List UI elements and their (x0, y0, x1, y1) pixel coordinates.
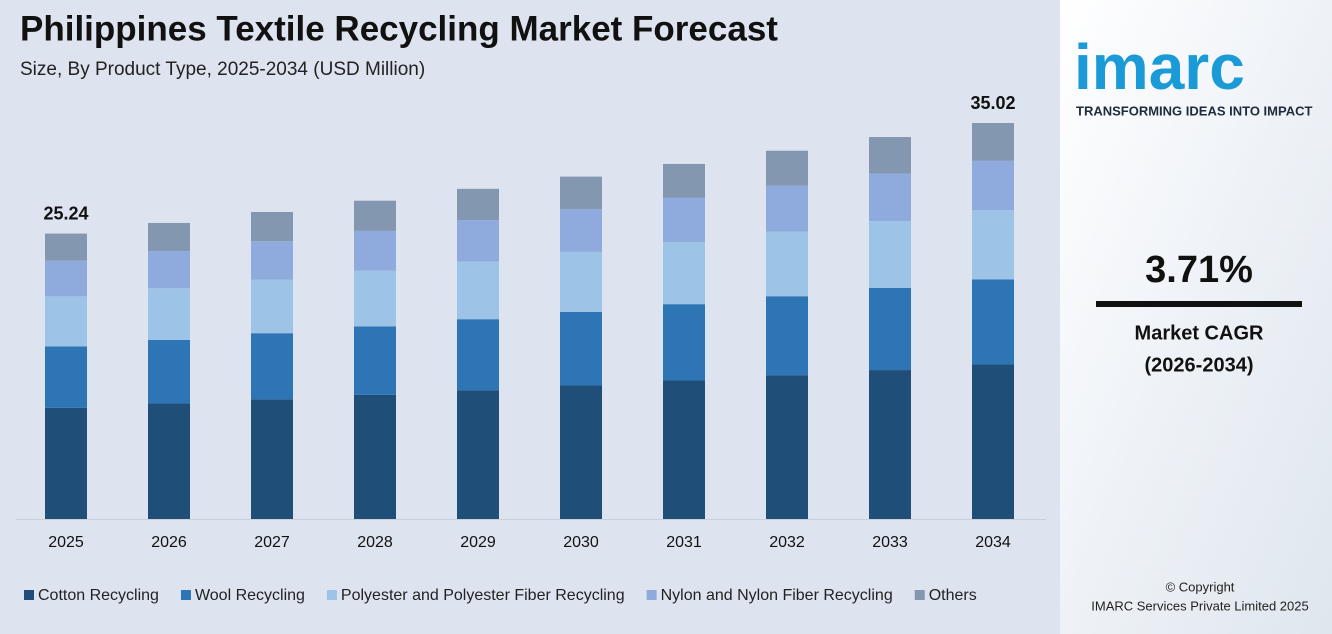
bar-segment (766, 296, 808, 376)
bar-segment (251, 279, 293, 334)
legend-swatch (180, 590, 191, 600)
bar-segment (869, 370, 911, 519)
bar-segment (354, 326, 396, 395)
legend-label: Polyester and Polyester Fiber Recycling (341, 587, 625, 604)
bar-segment (148, 222, 190, 252)
bar-segment (560, 176, 602, 210)
cagr-label: Market CAGR (1135, 322, 1264, 344)
bar-segment (663, 380, 705, 519)
bar-segment (251, 399, 293, 519)
bar-segment (869, 221, 911, 288)
bar-segment (869, 287, 911, 371)
bar-segment (663, 197, 705, 242)
bar-segment (457, 261, 499, 320)
bar-segment (766, 375, 808, 519)
bar-segment (354, 230, 396, 271)
x-tick-label: 2029 (460, 534, 496, 551)
bar-segment (45, 233, 87, 261)
total-label: 25.24 (43, 203, 88, 223)
bar-segment (148, 339, 190, 404)
bar-segment (457, 390, 499, 519)
bar-segment (972, 123, 1014, 161)
bar-segment (869, 137, 911, 174)
legend-swatch (326, 590, 337, 600)
bar-segment (148, 251, 190, 289)
bar-segment (972, 279, 1014, 365)
copyright: © Copyright (1166, 579, 1235, 594)
bar-segment (354, 270, 396, 327)
bar-segment (148, 288, 190, 340)
total-label: 35.02 (970, 93, 1015, 113)
bar-segment (457, 319, 499, 391)
x-tick-label: 2032 (769, 534, 805, 551)
legend-swatch (914, 590, 925, 600)
legend-swatch (24, 590, 34, 600)
bar-segment (45, 346, 87, 408)
bar-segment (45, 296, 87, 347)
bar-segment (663, 241, 705, 305)
bar-segment (972, 160, 1014, 211)
bar-segment (663, 163, 705, 198)
chart-subtitle: Size, By Product Type, 2025-2034 (USD Mi… (20, 59, 425, 80)
bar-segment (972, 210, 1014, 280)
bar-segment (560, 385, 602, 519)
bar-segment (972, 364, 1014, 519)
bar-segment (251, 211, 293, 242)
bar-segment (457, 220, 499, 262)
x-tick-label: 2026 (151, 534, 187, 551)
bar-segment (766, 150, 808, 186)
x-tick-label: 2034 (975, 534, 1011, 551)
x-tick-label: 2027 (254, 534, 290, 551)
bar-segment (663, 304, 705, 381)
cagr-value: 3.71% (1145, 249, 1253, 291)
legend-label: Cotton Recycling (38, 587, 159, 604)
cagr-period: (2026-2034) (1145, 354, 1254, 376)
legend-label: Others (929, 587, 977, 604)
logo: imarc (1074, 31, 1245, 103)
cagr-divider (1096, 301, 1302, 307)
bar-segment (560, 209, 602, 252)
bar-segment (45, 407, 87, 519)
bar-segment (251, 241, 293, 280)
bar-segment (766, 231, 808, 297)
x-tick-label: 2030 (563, 534, 599, 551)
legend-label: Nylon and Nylon Fiber Recycling (661, 587, 893, 604)
chart-title: Philippines Textile Recycling Market For… (20, 9, 778, 48)
x-tick-label: 2033 (872, 534, 908, 551)
bar-segment (766, 185, 808, 232)
bar-segment (354, 200, 396, 231)
bar-segment (354, 394, 396, 519)
side-panel (1060, 0, 1332, 634)
legend-swatch (646, 590, 657, 600)
bar-segment (251, 333, 293, 400)
x-tick-label: 2025 (48, 534, 84, 551)
tagline: TRANSFORMING IDEAS INTO IMPACT (1076, 103, 1312, 118)
bar-segment (148, 403, 190, 519)
bar-segment (560, 311, 602, 386)
legend-label: Wool Recycling (195, 587, 305, 604)
bar-segment (869, 173, 911, 222)
x-tick-label: 2028 (357, 534, 393, 551)
bar-segment (457, 188, 499, 221)
company: IMARC Services Private Limited 2025 (1091, 598, 1308, 613)
bar-segment (45, 260, 87, 297)
bar-segment (560, 251, 602, 312)
x-tick-label: 2031 (666, 534, 702, 551)
